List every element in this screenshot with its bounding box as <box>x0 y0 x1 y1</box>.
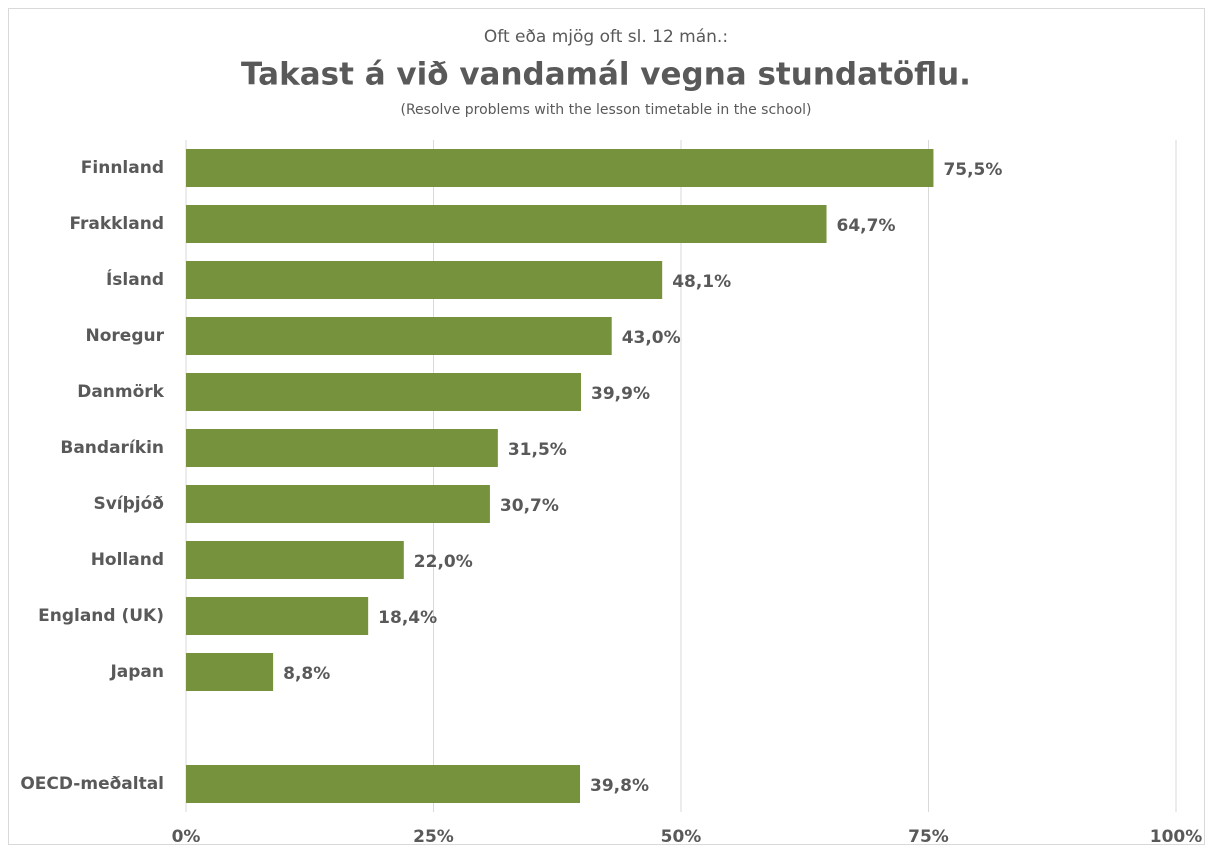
bar <box>186 205 827 243</box>
data-label: 39,8% <box>590 776 649 796</box>
x-tick-label: 50% <box>661 827 702 847</box>
y-tick-label: Svíþjóð <box>93 494 164 514</box>
bar <box>186 485 490 523</box>
data-label: 64,7% <box>837 216 896 236</box>
bar <box>186 373 582 411</box>
y-tick-label: Finnland <box>81 158 164 178</box>
bar <box>186 765 581 803</box>
data-label: 31,5% <box>508 440 567 460</box>
data-label: 8,8% <box>283 664 330 684</box>
y-tick-label: OECD-meðaltal <box>20 774 164 794</box>
data-label: 39,9% <box>591 384 650 404</box>
y-tick-label: Ísland <box>106 268 164 290</box>
bar <box>186 149 934 187</box>
x-tick-label: 25% <box>413 827 454 847</box>
bar <box>186 597 369 635</box>
y-tick-label: Japan <box>109 662 164 682</box>
data-label: 43,0% <box>622 328 681 348</box>
bar <box>186 653 274 691</box>
data-label: 30,7% <box>500 496 559 516</box>
bar <box>186 541 404 579</box>
data-label: 48,1% <box>672 272 731 292</box>
y-tick-label: Danmörk <box>77 382 164 402</box>
x-tick-label: 75% <box>908 827 949 847</box>
y-tick-label: Frakkland <box>69 214 164 234</box>
chart-border <box>8 8 1205 845</box>
chart-title: Takast á við vandamál vegna stundatöflu. <box>241 57 971 93</box>
data-label: 75,5% <box>943 160 1002 180</box>
chart-pretitle: Oft eða mjög oft sl. 12 mán.: <box>484 27 728 47</box>
y-tick-label: Bandaríkin <box>60 438 164 458</box>
x-tick-label: 0% <box>172 827 201 847</box>
bar <box>186 317 612 355</box>
x-tick-label: 100% <box>1150 827 1203 847</box>
y-tick-label: Noregur <box>86 326 165 346</box>
y-tick-label: Holland <box>91 550 164 570</box>
y-tick-label: England (UK) <box>38 606 164 626</box>
chart-subtitle: (Resolve problems with the lesson timeta… <box>400 102 811 118</box>
data-label: 18,4% <box>378 608 437 628</box>
bar <box>186 429 498 467</box>
data-label: 22,0% <box>414 552 473 572</box>
bar <box>186 261 663 299</box>
